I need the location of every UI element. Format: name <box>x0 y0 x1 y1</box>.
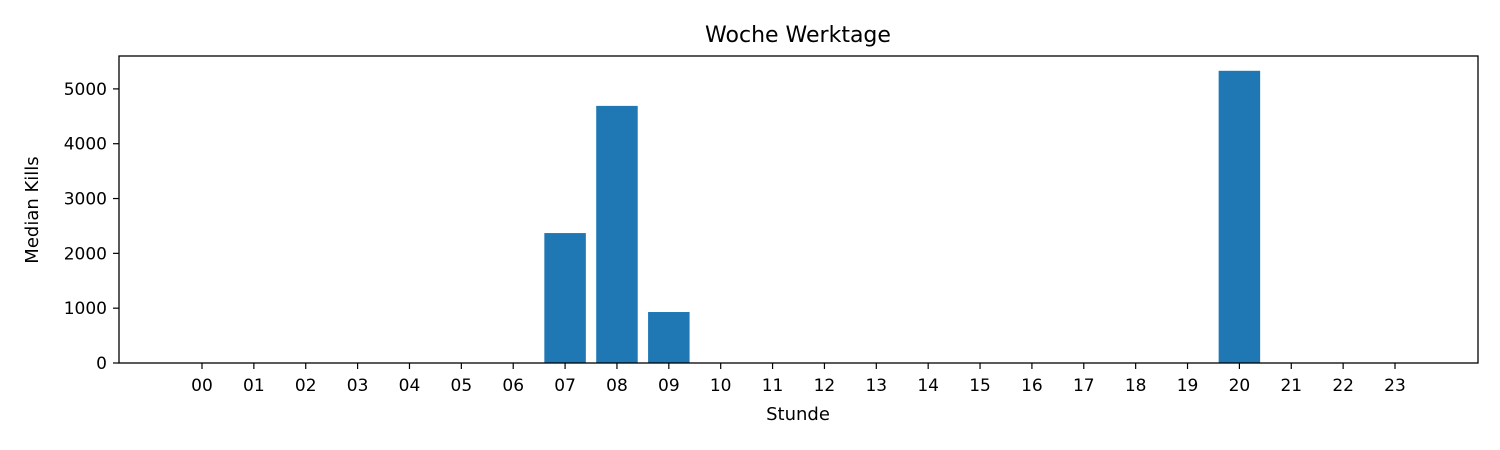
bar-08 <box>596 105 638 363</box>
x-tick-label: 17 <box>1073 376 1095 396</box>
x-tick-label: 14 <box>917 376 939 396</box>
y-axis-label: Median Kills <box>22 156 43 263</box>
x-tick-label: 07 <box>554 376 576 396</box>
x-tick-label: 18 <box>1125 376 1147 396</box>
y-axis-ticks: 0 1000 2000 3000 4000 5000 <box>64 80 119 374</box>
y-tick-label: 0 <box>96 354 107 374</box>
x-tick-label: 16 <box>1021 376 1043 396</box>
x-axis-ticks: 00 01 02 03 04 05 06 07 08 09 10 11 12 13 14 15 16 17 18 19… <box>191 363 1406 396</box>
x-tick-label: 03 <box>347 376 369 396</box>
x-tick-label: 19 <box>1177 376 1199 396</box>
plot-frame <box>118 55 1479 364</box>
x-tick-label: 08 <box>606 376 628 396</box>
chart-title: Woche Werktage <box>705 23 891 48</box>
x-tick-label: 05 <box>451 376 473 396</box>
x-tick-label: 22 <box>1332 376 1354 396</box>
x-tick-label: 00 <box>191 376 213 396</box>
x-tick-label: 10 <box>710 376 732 396</box>
x-tick-label: 11 <box>762 376 784 396</box>
x-tick-label: 02 <box>295 376 317 396</box>
x-axis-label: Stunde <box>766 404 830 425</box>
x-tick-label: 12 <box>814 376 836 396</box>
x-tick-label: 09 <box>658 376 680 396</box>
x-tick-label: 20 <box>1229 376 1251 396</box>
x-tick-label: 21 <box>1280 376 1302 396</box>
x-tick-label: 04 <box>399 376 421 396</box>
bars <box>544 70 1261 364</box>
x-tick-label: 13 <box>865 376 887 396</box>
y-tick-label: 5000 <box>64 80 107 100</box>
x-tick-label: 15 <box>969 376 991 396</box>
x-tick-label: 01 <box>243 376 265 396</box>
bar-07 <box>544 233 586 363</box>
y-tick-label: 2000 <box>64 244 107 264</box>
x-tick-label: 23 <box>1384 376 1406 396</box>
y-tick-label: 4000 <box>64 135 107 155</box>
bar-09 <box>648 312 690 363</box>
bar-20 <box>1218 70 1261 364</box>
y-tick-label: 3000 <box>64 190 107 210</box>
x-tick-label: 06 <box>502 376 524 396</box>
y-tick-label: 1000 <box>64 299 107 319</box>
